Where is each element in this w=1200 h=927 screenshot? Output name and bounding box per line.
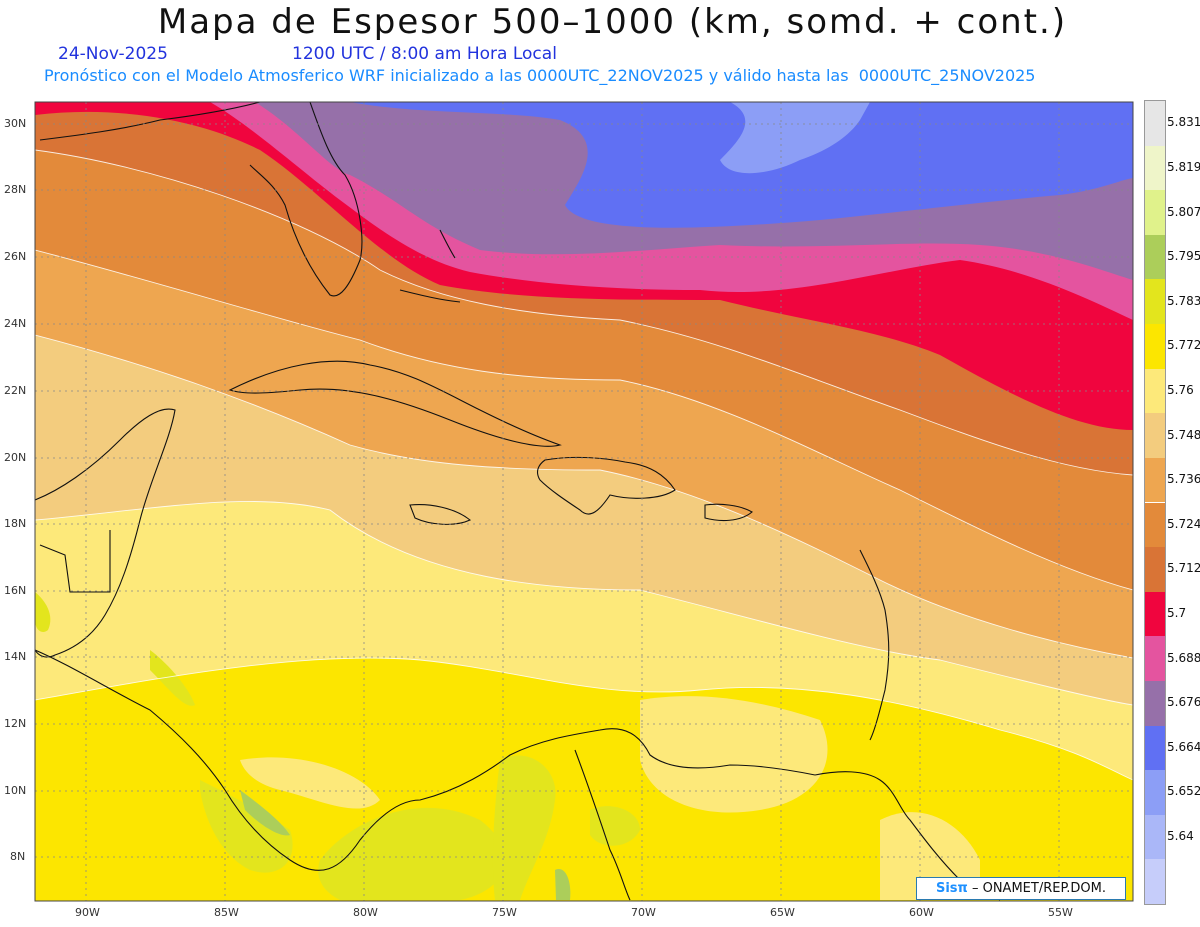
lat-label: 24N — [4, 317, 27, 330]
map-title: Mapa de Espesor 500–1000 (km, somd. + co… — [157, 2, 1068, 42]
legend-label: 5.76 — [1167, 382, 1194, 397]
legend-swatch — [1145, 324, 1165, 369]
legend-swatch — [1145, 145, 1165, 191]
forecast-date: 24-Nov-2025 — [58, 44, 168, 64]
legend-swatch — [1145, 770, 1165, 815]
lon-label: 75W — [492, 906, 517, 919]
lon-label: 65W — [770, 906, 795, 919]
legend-label: 5.831 — [1167, 115, 1200, 130]
legend-swatch — [1145, 368, 1165, 414]
legend-swatch — [1145, 502, 1165, 548]
legend-swatch — [1145, 814, 1165, 860]
legend-swatch — [1145, 457, 1165, 503]
legend-label: 5.795 — [1167, 249, 1200, 264]
lon-label: 90W — [75, 906, 100, 919]
lat-label: 26N — [4, 250, 27, 263]
lat-label: 28N — [4, 183, 27, 196]
contour-lines — [35, 149, 1133, 781]
sispi-logo: Sisπ — [935, 881, 968, 896]
lat-label: 16N — [4, 584, 27, 597]
lon-label: 85W — [214, 906, 239, 919]
legend-label: 5.736 — [1167, 472, 1200, 487]
legend-label: 5.783 — [1167, 293, 1200, 308]
legend-label: 5.7 — [1167, 606, 1187, 621]
legend-swatch — [1145, 859, 1165, 904]
legend-label: 5.664 — [1167, 739, 1200, 754]
lon-label: 80W — [353, 906, 378, 919]
map-fill-layers — [35, 102, 1133, 901]
lat-label: 22N — [4, 384, 27, 397]
legend-label: 5.676 — [1167, 695, 1200, 710]
legend-label: 5.712 — [1167, 561, 1200, 576]
lon-label: 60W — [909, 906, 934, 919]
graticule — [35, 102, 1133, 901]
legend-swatch — [1145, 725, 1165, 771]
lat-label: 20N — [4, 451, 27, 464]
forecast-time: 1200 UTC / 8:00 am Hora Local — [292, 44, 557, 64]
legend-swatch — [1145, 591, 1165, 637]
legend-label: 5.652 — [1167, 784, 1200, 799]
lat-label: 18N — [4, 517, 27, 530]
legend-label: 5.819 — [1167, 159, 1200, 174]
lat-label: 12N — [4, 717, 27, 730]
legend-label: 5.772 — [1167, 338, 1200, 353]
legend-swatch — [1145, 413, 1165, 458]
legend-label: 5.807 — [1167, 204, 1200, 219]
lat-label: 14N — [4, 650, 27, 663]
map-frame — [34, 101, 1134, 902]
legend-swatch — [1145, 547, 1165, 592]
color-legend — [1144, 100, 1166, 905]
legend-label: 5.64 — [1167, 829, 1194, 844]
legend-swatch — [1145, 680, 1165, 726]
lon-label: 70W — [631, 906, 656, 919]
legend-swatch — [1145, 234, 1165, 280]
legend-swatch — [1145, 636, 1165, 681]
legend-label: 5.724 — [1167, 516, 1200, 531]
credit-box: Sisπ – ONAMET/REP.DOM. — [916, 877, 1126, 900]
model-subtitle: Pronóstico con el Modelo Atmosferico WRF… — [44, 66, 1036, 85]
legend-swatch — [1145, 101, 1165, 146]
legend-label: 5.688 — [1167, 650, 1200, 665]
lon-label: 55W — [1048, 906, 1073, 919]
lat-label: 8N — [10, 850, 26, 863]
lat-label: 30N — [4, 117, 27, 130]
coastlines — [35, 102, 1001, 901]
legend-swatch — [1145, 190, 1165, 235]
legend-label: 5.748 — [1167, 427, 1200, 442]
legend-swatch — [1145, 279, 1165, 325]
credit-text: – ONAMET/REP.DOM. — [971, 881, 1106, 896]
lat-label: 10N — [4, 784, 27, 797]
